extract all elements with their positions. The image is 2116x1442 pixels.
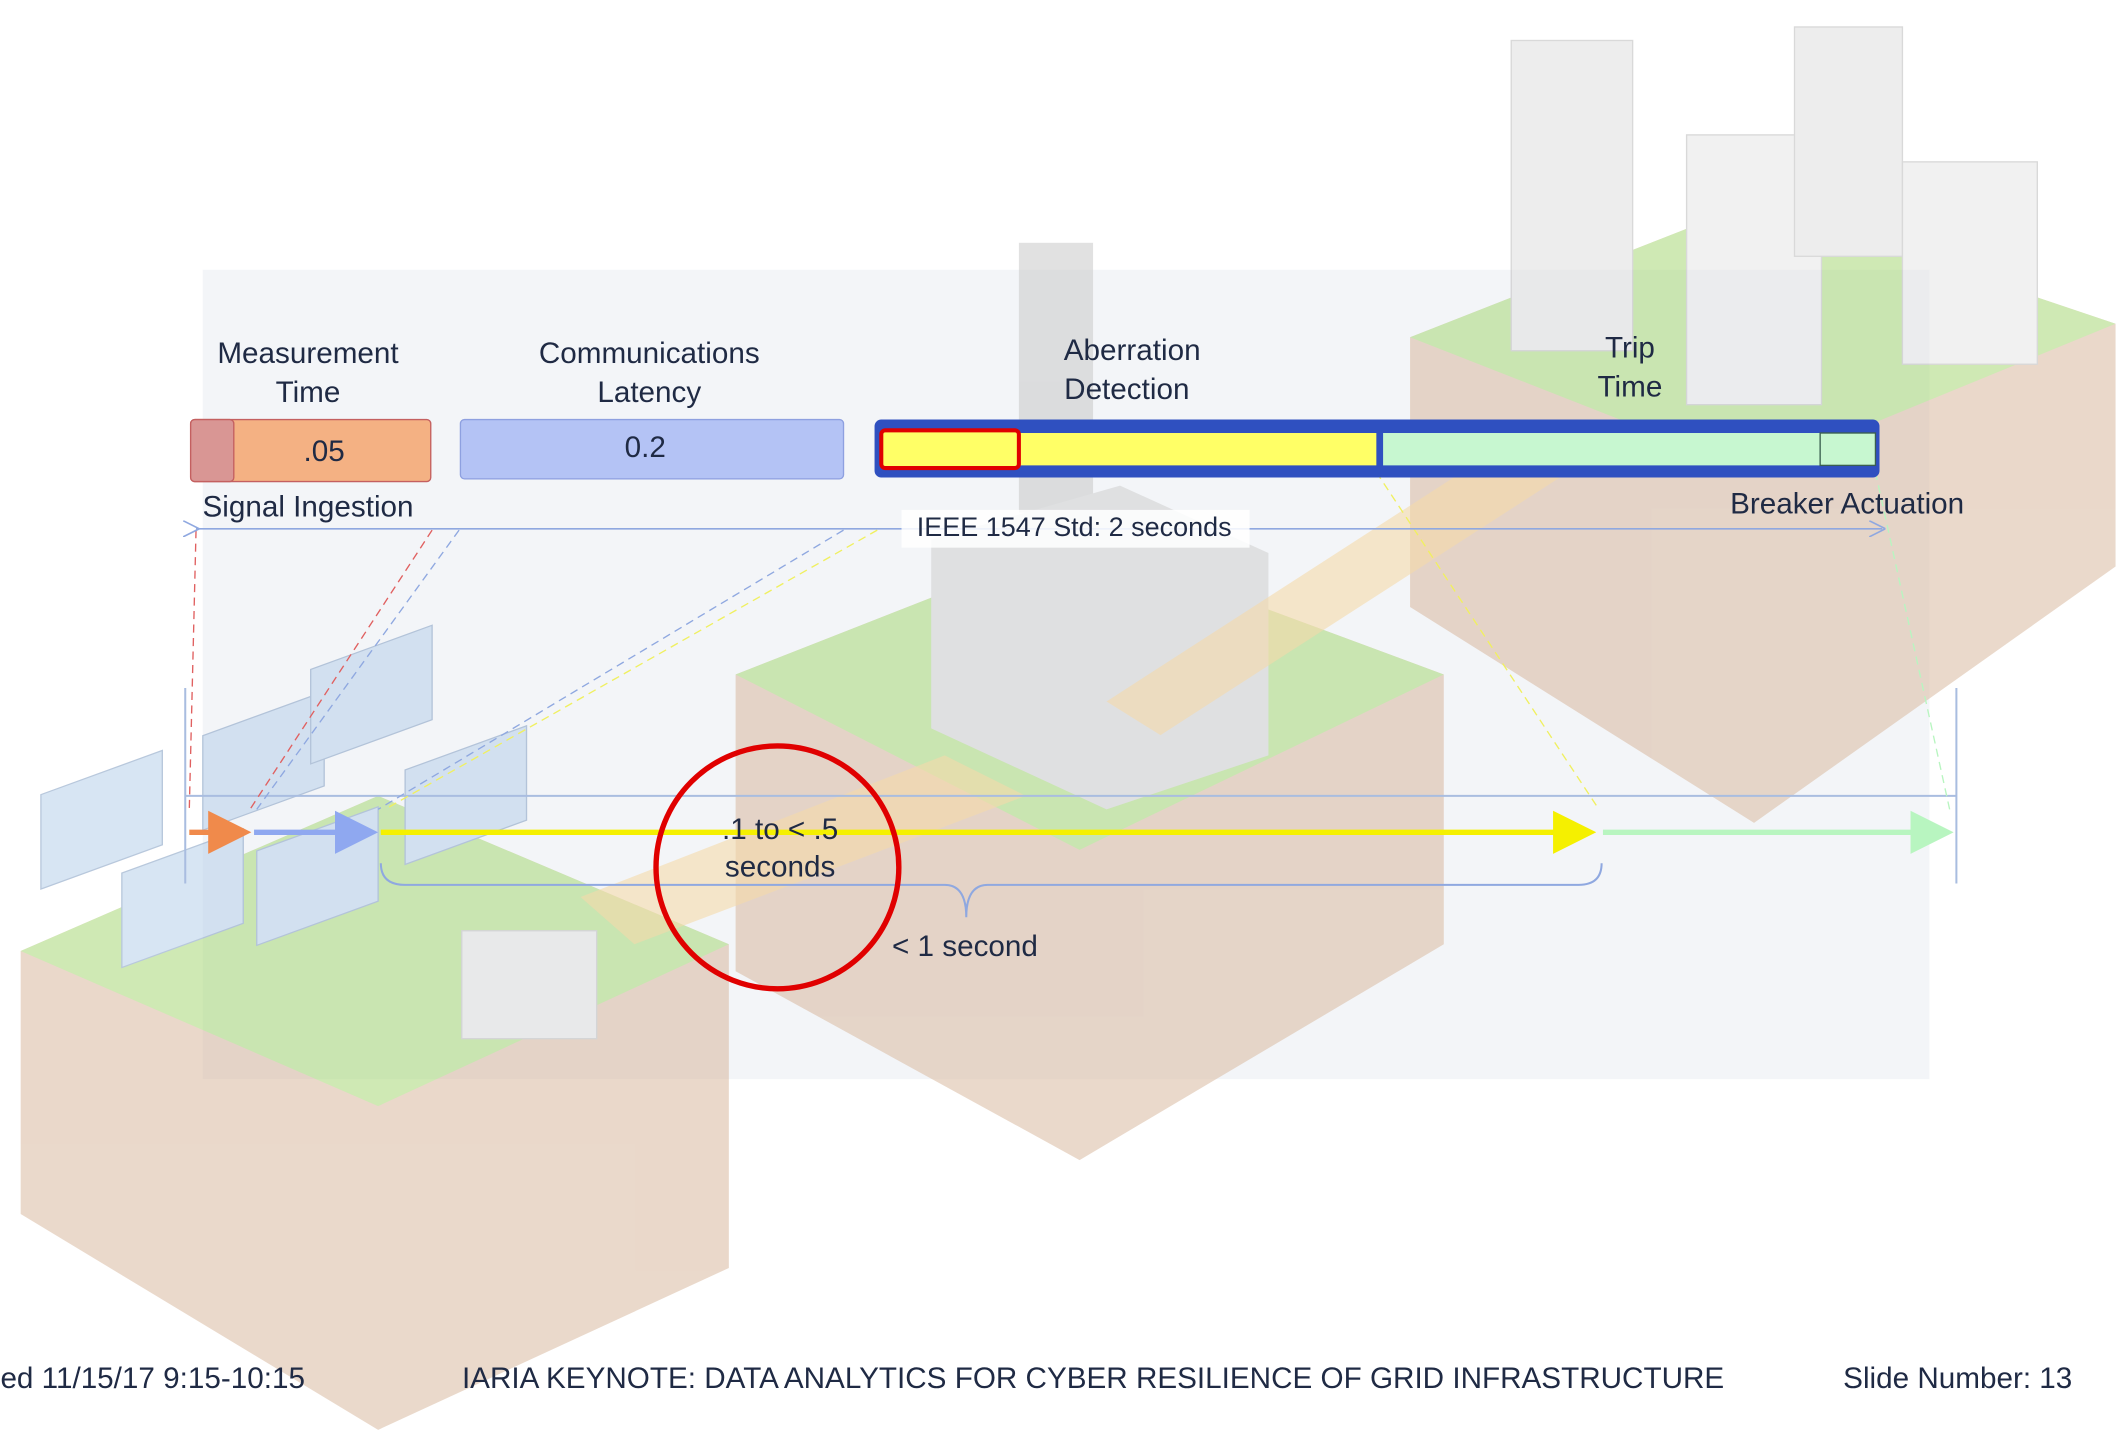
text-line: seconds — [725, 851, 835, 884]
ieee-label: IEEE 1547 Std: 2 seconds — [917, 512, 1232, 542]
measurement-value: .05 — [304, 435, 345, 468]
actuation-label: Breaker Actuation — [1730, 488, 1964, 521]
building — [1902, 162, 2037, 364]
inverter-box — [462, 931, 597, 1039]
slide: IEEE 1547 Std: 2 seconds .05 0.2 Measure… — [0, 0, 2116, 1442]
text-line: Time — [1598, 370, 1663, 403]
measurement-bar-part — [191, 420, 234, 482]
building — [1511, 40, 1632, 350]
text-line: Communications — [539, 337, 760, 370]
footer-date: ed 11/15/17 9:15-10:15 — [0, 1362, 305, 1395]
text-line: Time — [276, 376, 341, 409]
text-line: Latency — [597, 376, 701, 409]
highlight-box — [881, 430, 1019, 468]
text-line: Measurement — [217, 337, 399, 370]
text-line: Detection — [1064, 373, 1189, 406]
total-label: < 1 second — [892, 930, 1038, 963]
ingestion-label: Signal Ingestion — [202, 490, 413, 523]
building — [1795, 27, 1903, 256]
text-line: .1 to < .5 — [722, 813, 838, 846]
footer-slide-number: Slide Number: 13 — [1843, 1362, 2072, 1395]
text-line: Aberration — [1064, 334, 1201, 367]
footer-title: IARIA KEYNOTE: DATA ANALYTICS FOR CYBER … — [462, 1362, 1724, 1395]
text-line: Trip — [1605, 331, 1655, 364]
illustration — [21, 27, 2116, 1430]
actuation-segment — [1820, 433, 1875, 465]
latency-value: 0.2 — [625, 431, 666, 464]
trip-segment — [1383, 433, 1875, 465]
body: IEEE 1547 Std: 2 seconds .05 0.2 Measure… — [0, 0, 2116, 1442]
page: Grid timing slide {"labels": { "measurem… — [0, 0, 2116, 1442]
